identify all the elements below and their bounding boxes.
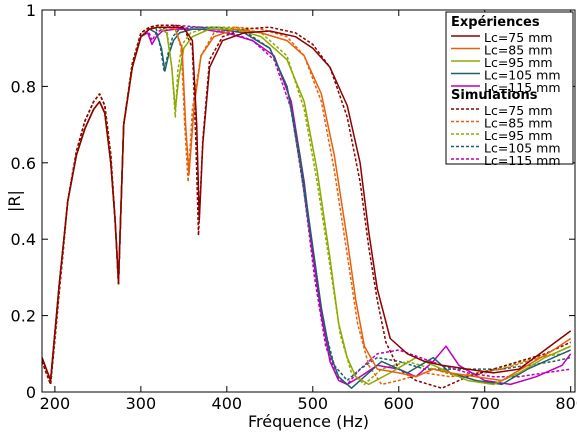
y-tick-label: 0.8 — [11, 77, 36, 96]
x-tick-label: 400 — [212, 394, 243, 413]
y-tick-label: 1 — [26, 1, 36, 20]
y-tick-label: 0 — [26, 383, 36, 402]
axis-ticks: 200 300 400 500 600 700 800 0 0.2 0.4 0.6 0.8 1 — [11, 1, 577, 413]
legend-label: Lc=85 mm — [484, 43, 553, 58]
legend-label: Lc=75 mm — [484, 30, 553, 45]
legend-label: Lc=95 mm — [484, 55, 553, 70]
x-tick-label: 200 — [40, 394, 71, 413]
plot-frame — [41, 9, 576, 393]
legend-box — [445, 11, 574, 165]
legend-label: Lc=105 mm — [484, 68, 561, 83]
legend-label: Lc=115 mm — [484, 80, 561, 95]
x-tick-label: 800 — [555, 394, 577, 413]
x-tick-label: 300 — [126, 394, 157, 413]
legend-group-title: Simulations — [451, 88, 538, 103]
series-line-sim-5 — [42, 24, 572, 389]
x-axis-label: Fréquence (Hz) — [248, 412, 369, 431]
x-tick-label: 500 — [298, 394, 329, 413]
legend-group-title: Expériences — [451, 15, 540, 30]
legend-label: Lc=115 mm — [484, 153, 561, 168]
y-axis-label: |R| — [5, 190, 24, 212]
x-tick-label: 600 — [383, 394, 414, 413]
y-tick-label: 0.2 — [11, 307, 36, 326]
legend-label: Lc=85 mm — [484, 116, 553, 131]
series-line-sim-7 — [42, 24, 572, 386]
series-layer — [42, 24, 572, 389]
series-line-exp-0 — [42, 26, 572, 382]
y-tick-label: 0.6 — [11, 154, 36, 173]
legend-label: Lc=105 mm — [484, 141, 561, 156]
x-tick-label: 700 — [469, 394, 500, 413]
legend-label: Lc=75 mm — [484, 103, 553, 118]
y-tick-label: 0.4 — [11, 230, 36, 249]
legend-label: Lc=95 mm — [484, 128, 553, 143]
